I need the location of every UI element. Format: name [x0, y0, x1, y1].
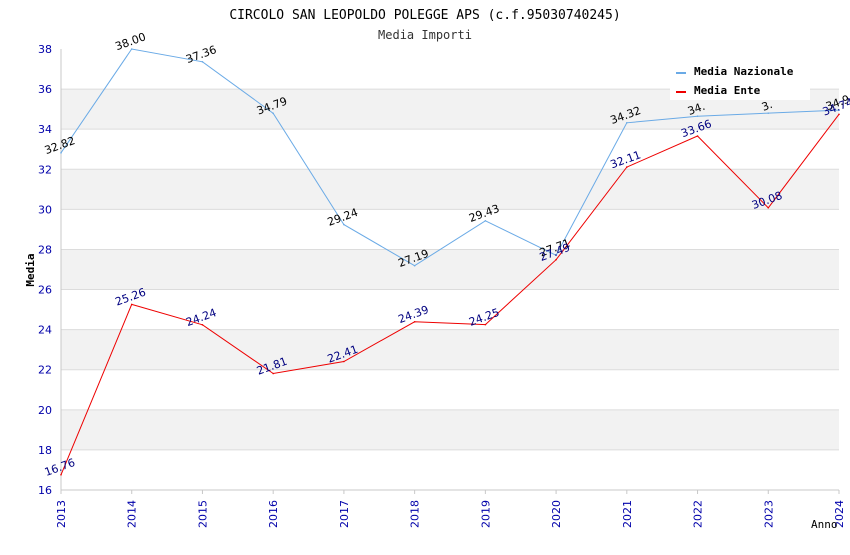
x-tick-label: 2013 — [55, 500, 68, 528]
y-tick-label: 34 — [38, 123, 52, 136]
x-tick-label: 2020 — [550, 500, 563, 528]
x-tick-label: 2022 — [692, 500, 705, 528]
grid-band — [61, 369, 839, 410]
y-tick-label: 18 — [38, 444, 52, 457]
series-lines — [60, 48, 840, 476]
grid-bands — [61, 49, 839, 491]
x-tick-label: 2024 — [833, 500, 846, 528]
grid-band — [61, 409, 839, 450]
data-point — [272, 372, 274, 375]
y-tick-label: 22 — [38, 364, 52, 377]
y-tick-label: 16 — [38, 484, 52, 497]
grid-band — [61, 129, 839, 170]
data-point — [343, 223, 345, 226]
y-tick-label: 36 — [38, 83, 52, 96]
legend-label-media-nazionale: Media Nazionale — [694, 65, 794, 78]
data-label: 34. — [686, 100, 707, 118]
x-tick-label: 2019 — [479, 500, 492, 528]
data-point — [696, 115, 699, 117]
x-tick-labels: 2013 2014 2015 2016 2017 2018 2019 2020 2021 2022… — [55, 500, 846, 528]
data-point — [838, 109, 840, 111]
y-tick-label: 38 — [38, 43, 52, 56]
data-point — [555, 258, 557, 261]
data-point — [838, 113, 840, 116]
x-tick-label: 2015 — [196, 500, 209, 528]
legend-background — [670, 60, 810, 100]
data-point — [767, 112, 770, 114]
data-point — [484, 323, 487, 326]
axes — [60, 49, 840, 494]
grid-band — [61, 449, 839, 490]
data-point — [767, 206, 770, 209]
x-tick-label: 2023 — [762, 500, 775, 528]
x-tick-label: 2014 — [126, 500, 139, 528]
data-point — [60, 152, 62, 154]
y-tick-label: 30 — [38, 203, 52, 216]
grid-band — [61, 249, 839, 290]
legend: Media Nazionale Media Ente — [670, 60, 810, 100]
grid-band — [61, 169, 839, 210]
data-point — [413, 264, 416, 267]
data-point — [555, 254, 557, 257]
series-line-media-ente — [60, 113, 840, 475]
legend-label-media-ente: Media Ente — [694, 84, 761, 97]
data-point — [130, 303, 133, 306]
data-point — [130, 48, 133, 50]
y-tick-label: 32 — [38, 163, 52, 176]
data-label: 3. — [760, 98, 774, 114]
y-tick-labels: 16 18 20 22 24 26 28 30 32 34 36 38 — [38, 43, 52, 497]
grid-band — [61, 329, 839, 370]
data-point — [272, 112, 274, 115]
data-point — [60, 473, 62, 476]
series-line-media-nazionale — [60, 48, 840, 267]
x-axis-label: Anno — [811, 518, 838, 531]
data-point — [413, 321, 416, 323]
data-point — [696, 135, 699, 137]
data-point — [626, 166, 628, 168]
y-tick-label: 24 — [38, 324, 52, 337]
data-point — [626, 121, 628, 124]
x-tick-label: 2018 — [409, 500, 422, 528]
data-point — [201, 324, 204, 326]
data-point — [201, 61, 204, 63]
chart-subtitle: Media Importi — [378, 28, 472, 42]
x-tick-label: 2017 — [338, 500, 351, 528]
x-tick-label: 2021 — [621, 500, 634, 528]
y-axis-label: Media — [24, 253, 37, 286]
y-tick-label: 26 — [38, 284, 52, 297]
y-tick-label: 20 — [38, 404, 52, 417]
x-tick-label: 2016 — [267, 500, 280, 528]
chart-title: CIRCOLO SAN LEOPOLDO POLEGGE APS (c.f.95… — [229, 8, 620, 23]
data-point — [484, 219, 487, 222]
y-tick-label: 28 — [38, 243, 52, 256]
data-point — [343, 360, 345, 363]
